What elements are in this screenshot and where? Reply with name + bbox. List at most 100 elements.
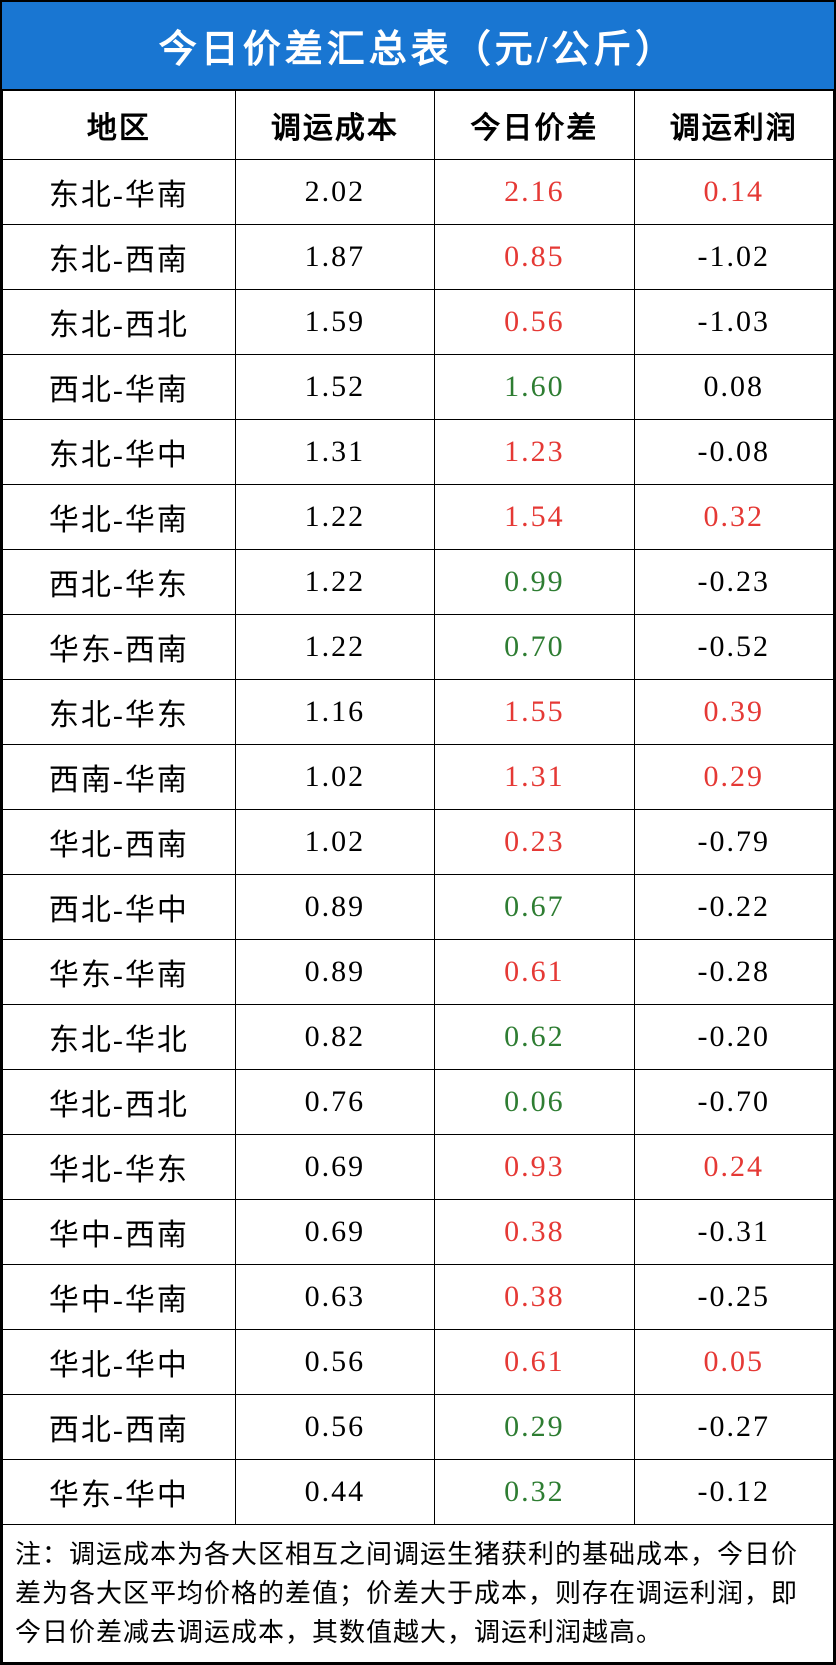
- table-row: 华东-西南1.220.70-0.52: [3, 615, 834, 680]
- cell-region: 华北-华中: [3, 1330, 236, 1395]
- cell-cost: 1.22: [235, 550, 434, 615]
- note-row: 注：调运成本为各大区相互之间调运生猪获利的基础成本，今日价差为各大区平均价格的差…: [3, 1525, 834, 1663]
- cell-profit: 0.14: [634, 160, 833, 225]
- cell-region: 西北-华南: [3, 355, 236, 420]
- table-row: 西北-华中0.890.67-0.22: [3, 875, 834, 940]
- cell-region: 华东-华中: [3, 1460, 236, 1525]
- cell-cost: 1.22: [235, 485, 434, 550]
- cell-diff: 0.93: [435, 1135, 634, 1200]
- cell-diff: 0.29: [435, 1395, 634, 1460]
- cell-diff: 0.56: [435, 290, 634, 355]
- cell-profit: -0.31: [634, 1200, 833, 1265]
- cell-region: 华北-华东: [3, 1135, 236, 1200]
- cell-profit: -0.28: [634, 940, 833, 1005]
- cell-cost: 0.82: [235, 1005, 434, 1070]
- cell-diff: 1.31: [435, 745, 634, 810]
- cell-region: 华北-华南: [3, 485, 236, 550]
- table-row: 西北-华东1.220.99-0.23: [3, 550, 834, 615]
- table-body: 东北-华南2.022.160.14东北-西南1.870.85-1.02东北-西北…: [3, 160, 834, 1525]
- cell-profit: -0.70: [634, 1070, 833, 1135]
- cell-cost: 1.59: [235, 290, 434, 355]
- cell-diff: 1.54: [435, 485, 634, 550]
- cell-profit: 0.32: [634, 485, 833, 550]
- cell-cost: 0.69: [235, 1200, 434, 1265]
- cell-region: 东北-华东: [3, 680, 236, 745]
- cell-cost: 0.76: [235, 1070, 434, 1135]
- cell-diff: 1.60: [435, 355, 634, 420]
- table-title: 今日价差汇总表（元/公斤）: [2, 2, 834, 90]
- cell-diff: 2.16: [435, 160, 634, 225]
- cell-profit: -0.08: [634, 420, 833, 485]
- cell-profit: -1.02: [634, 225, 833, 290]
- cell-cost: 1.52: [235, 355, 434, 420]
- table-row: 东北-西南1.870.85-1.02: [3, 225, 834, 290]
- cell-diff: 0.70: [435, 615, 634, 680]
- cell-profit: 0.39: [634, 680, 833, 745]
- table-row: 华中-华南0.630.38-0.25: [3, 1265, 834, 1330]
- table-row: 东北-华中1.311.23-0.08: [3, 420, 834, 485]
- cell-diff: 0.99: [435, 550, 634, 615]
- cell-profit: -0.22: [634, 875, 833, 940]
- table-row: 华中-西南0.690.38-0.31: [3, 1200, 834, 1265]
- cell-diff: 0.67: [435, 875, 634, 940]
- cell-profit: 0.29: [634, 745, 833, 810]
- cell-region: 西北-华中: [3, 875, 236, 940]
- table-row: 华北-华南1.221.540.32: [3, 485, 834, 550]
- cell-region: 华北-西北: [3, 1070, 236, 1135]
- cell-cost: 1.87: [235, 225, 434, 290]
- cell-cost: 2.02: [235, 160, 434, 225]
- table-row: 华北-西北0.760.06-0.70: [3, 1070, 834, 1135]
- cell-region: 东北-华中: [3, 420, 236, 485]
- table-row: 东北-华南2.022.160.14: [3, 160, 834, 225]
- table-row: 东北-华北0.820.62-0.20: [3, 1005, 834, 1070]
- table-row: 华东-华中0.440.32-0.12: [3, 1460, 834, 1525]
- cell-cost: 1.16: [235, 680, 434, 745]
- cell-profit: -1.03: [634, 290, 833, 355]
- cell-profit: -0.52: [634, 615, 833, 680]
- table-row: 华北-华中0.560.610.05: [3, 1330, 834, 1395]
- cell-region: 东北-西南: [3, 225, 236, 290]
- cell-diff: 0.32: [435, 1460, 634, 1525]
- price-table-container: 今日价差汇总表（元/公斤） 地区 调运成本 今日价差 调运利润 东北-华南2.0…: [0, 0, 836, 1665]
- cell-region: 西北-西南: [3, 1395, 236, 1460]
- col-region: 地区: [3, 91, 236, 160]
- cell-diff: 0.62: [435, 1005, 634, 1070]
- cell-profit: 0.08: [634, 355, 833, 420]
- price-table: 地区 调运成本 今日价差 调运利润 东北-华南2.022.160.14东北-西南…: [2, 90, 834, 1663]
- cell-diff: 0.38: [435, 1200, 634, 1265]
- cell-cost: 1.02: [235, 745, 434, 810]
- note-text: 注：调运成本为各大区相互之间调运生猪获利的基础成本，今日价差为各大区平均价格的差…: [3, 1525, 834, 1663]
- cell-region: 东北-华北: [3, 1005, 236, 1070]
- cell-cost: 0.44: [235, 1460, 434, 1525]
- cell-diff: 0.06: [435, 1070, 634, 1135]
- cell-region: 西南-华南: [3, 745, 236, 810]
- table-row: 东北-华东1.161.550.39: [3, 680, 834, 745]
- cell-region: 西北-华东: [3, 550, 236, 615]
- cell-cost: 0.89: [235, 940, 434, 1005]
- cell-cost: 1.31: [235, 420, 434, 485]
- cell-cost: 0.56: [235, 1395, 434, 1460]
- col-diff: 今日价差: [435, 91, 634, 160]
- table-row: 华北-西南1.020.23-0.79: [3, 810, 834, 875]
- cell-cost: 1.22: [235, 615, 434, 680]
- table-row: 西南-华南1.021.310.29: [3, 745, 834, 810]
- cell-profit: 0.24: [634, 1135, 833, 1200]
- cell-profit: 0.05: [634, 1330, 833, 1395]
- cell-region: 华北-西南: [3, 810, 236, 875]
- table-row: 华北-华东0.690.930.24: [3, 1135, 834, 1200]
- cell-diff: 1.23: [435, 420, 634, 485]
- cell-cost: 0.69: [235, 1135, 434, 1200]
- cell-region: 华中-西南: [3, 1200, 236, 1265]
- cell-cost: 1.02: [235, 810, 434, 875]
- cell-region: 东北-西北: [3, 290, 236, 355]
- cell-cost: 0.63: [235, 1265, 434, 1330]
- cell-cost: 0.56: [235, 1330, 434, 1395]
- cell-diff: 0.85: [435, 225, 634, 290]
- cell-profit: -0.12: [634, 1460, 833, 1525]
- table-row: 西北-西南0.560.29-0.27: [3, 1395, 834, 1460]
- cell-region: 华中-华南: [3, 1265, 236, 1330]
- cell-diff: 0.23: [435, 810, 634, 875]
- table-row: 华东-华南0.890.61-0.28: [3, 940, 834, 1005]
- cell-profit: -0.27: [634, 1395, 833, 1460]
- cell-diff: 1.55: [435, 680, 634, 745]
